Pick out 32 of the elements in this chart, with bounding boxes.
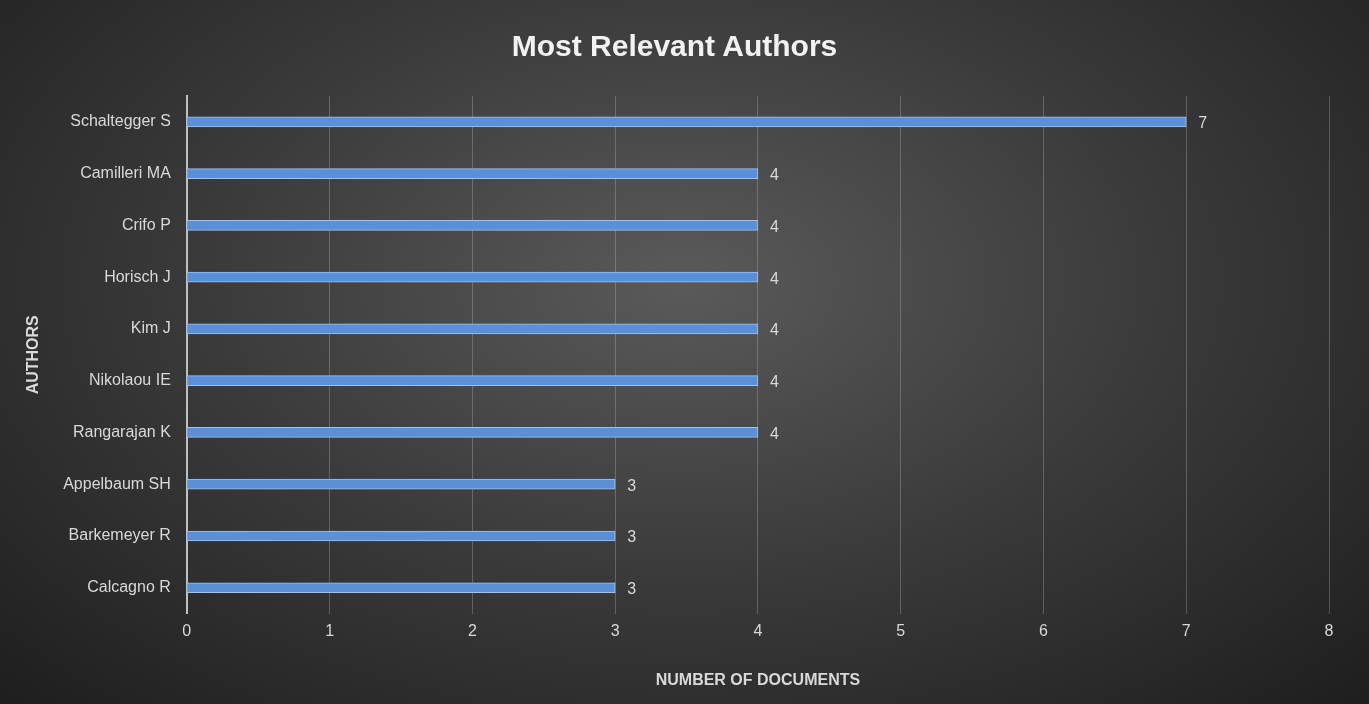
- data-label: 4: [769, 166, 779, 184]
- x-tick-label: 3: [610, 621, 620, 639]
- x-axis-title: NUMBER OF DOCUMENTS: [655, 670, 861, 688]
- data-label: 3: [627, 580, 637, 598]
- data-label: 3: [627, 476, 637, 494]
- data-label: 4: [769, 424, 779, 442]
- data-label: 7: [1198, 114, 1208, 132]
- y-axis-title: AUTHORS: [24, 314, 42, 395]
- chart-title: Most Relevant Authors: [511, 29, 838, 63]
- data-label: 4: [769, 269, 779, 287]
- data-label: 4: [769, 321, 779, 339]
- y-tick-label: Kim J: [130, 319, 171, 337]
- x-tick-label: 1: [325, 621, 335, 639]
- x-tick-label: 6: [1039, 621, 1048, 639]
- y-tick-label: Barkemeyer R: [68, 526, 171, 544]
- y-tick-label: Camilleri MA: [80, 164, 172, 182]
- y-tick-label: Rangarajan K: [72, 422, 172, 440]
- data-label: 4: [769, 217, 779, 235]
- x-tick-label: 7: [1181, 621, 1191, 639]
- x-tick-label: 5: [896, 621, 906, 639]
- x-tick-label: 2: [467, 621, 477, 639]
- y-tick-label: Nikolaou IE: [88, 371, 171, 389]
- data-label: 3: [627, 528, 637, 546]
- y-tick-label: Calcagno R: [87, 578, 171, 596]
- data-label: 4: [769, 373, 779, 391]
- x-tick-label: 8: [1324, 621, 1334, 639]
- y-tick-label: Crifo P: [121, 215, 171, 233]
- y-tick-label: Horisch J: [104, 267, 171, 285]
- x-tick-label: 0: [182, 621, 192, 639]
- y-tick-label: Schaltegger S: [70, 112, 171, 130]
- x-tick-label: 4: [753, 621, 763, 639]
- y-tick-label: Appelbaum SH: [63, 474, 171, 492]
